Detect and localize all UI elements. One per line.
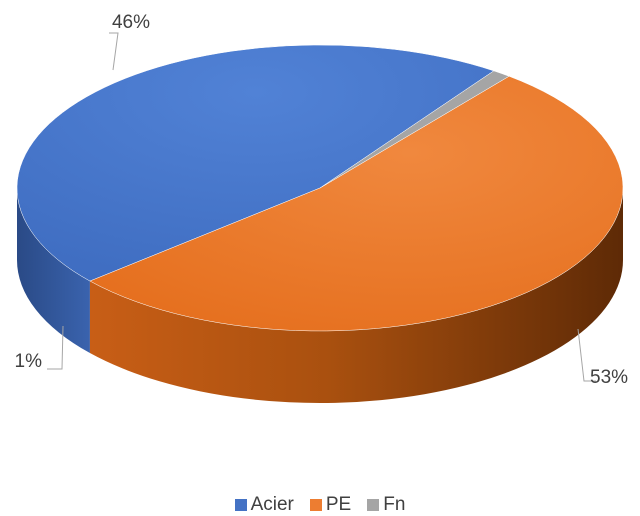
leader-line-pe (577, 328, 596, 382)
legend-label: PE (325, 494, 352, 515)
legend-label: Acier (250, 494, 294, 515)
pie-slice-pe (89, 75, 624, 332)
pie-side-pe (89, 188, 623, 403)
data-label-acier: 46% (112, 12, 150, 33)
pie-chart: 46% 53% 1% (15, 12, 628, 403)
pie-side-acier (17, 188, 90, 354)
legend-swatch (234, 499, 247, 511)
legend-swatch (367, 499, 380, 511)
leader-line-acier (109, 32, 119, 71)
data-label-fn: 1% (15, 351, 43, 372)
legend: Acier PE Fn (0, 494, 640, 516)
legend-item-pe: PE (309, 494, 352, 516)
legend-label: Fn (383, 494, 406, 515)
legend-item-acier: Acier (234, 494, 294, 516)
pie-slice-acier (16, 44, 495, 282)
pie-slice-fn (319, 70, 510, 189)
legend-swatch (309, 499, 322, 511)
leader-line-fn (47, 325, 64, 370)
legend-item-fn: Fn (367, 494, 405, 516)
data-label-pe: 53% (590, 367, 628, 388)
